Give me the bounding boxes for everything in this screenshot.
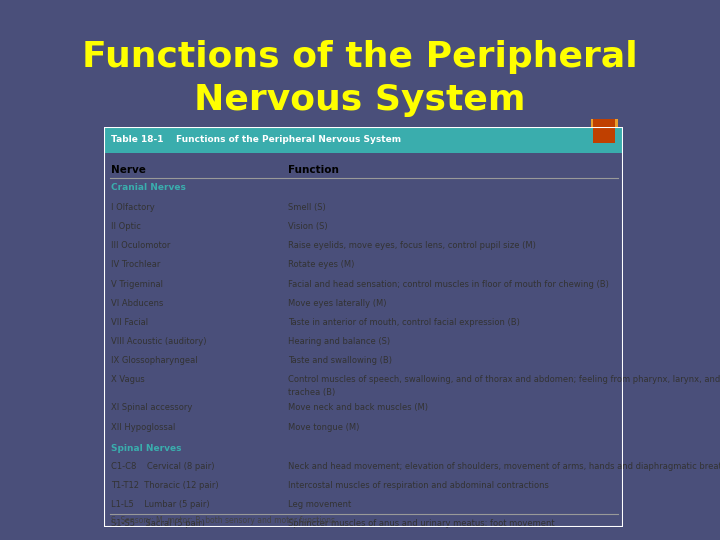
Text: Vision (S): Vision (S) xyxy=(289,222,328,231)
Text: Raise eyelids, move eyes, focus lens, control pupil size (M): Raise eyelids, move eyes, focus lens, co… xyxy=(289,241,536,250)
Text: Nerve: Nerve xyxy=(111,165,145,174)
Text: Nervous System: Nervous System xyxy=(194,83,526,117)
Text: L1-L5    Lumbar (5 pair): L1-L5 Lumbar (5 pair) xyxy=(111,500,210,509)
Text: VII Facial: VII Facial xyxy=(111,318,148,327)
Text: Move eyes laterally (M): Move eyes laterally (M) xyxy=(289,299,387,308)
Text: Move tongue (M): Move tongue (M) xyxy=(289,423,360,431)
Text: Smell (S): Smell (S) xyxy=(289,203,326,212)
FancyBboxPatch shape xyxy=(590,119,618,151)
Text: II Optic: II Optic xyxy=(111,222,140,231)
Text: Facial and head sensation; control muscles in floor of mouth for chewing (B): Facial and head sensation; control muscl… xyxy=(289,280,609,288)
Text: Leg movement: Leg movement xyxy=(289,500,351,509)
Text: S1-S5    Sacral (5 pair): S1-S5 Sacral (5 pair) xyxy=(111,519,204,528)
Text: VIII Acoustic (auditory): VIII Acoustic (auditory) xyxy=(111,337,206,346)
Text: Hearing and balance (S): Hearing and balance (S) xyxy=(289,337,390,346)
Text: Function: Function xyxy=(289,165,339,174)
Text: III Oculomotor: III Oculomotor xyxy=(111,241,170,250)
Text: I Olfactory: I Olfactory xyxy=(111,203,154,212)
Text: Move neck and back muscles (M): Move neck and back muscles (M) xyxy=(289,403,428,413)
Text: Table 18-1    Functions of the Peripheral Nervous System: Table 18-1 Functions of the Peripheral N… xyxy=(111,136,401,144)
Text: Neck and head movement; elevation of shoulders, movement of arms, hands and diap: Neck and head movement; elevation of sho… xyxy=(289,462,720,471)
Text: C1-C8    Cervical (8 pair): C1-C8 Cervical (8 pair) xyxy=(111,462,214,471)
Text: XI Spinal accessory: XI Spinal accessory xyxy=(111,403,192,413)
Text: Intercostal muscles of respiration and abdominal contractions: Intercostal muscles of respiration and a… xyxy=(289,481,549,490)
Text: Cranial Nerves: Cranial Nerves xyxy=(111,183,186,192)
FancyBboxPatch shape xyxy=(104,127,623,153)
FancyBboxPatch shape xyxy=(593,119,615,143)
Text: VI Abducens: VI Abducens xyxy=(111,299,163,308)
Text: Taste in anterior of mouth, control facial expression (B): Taste in anterior of mouth, control faci… xyxy=(289,318,521,327)
Text: Control muscles of speech, swallowing, and of thorax and abdomen; feeling from p: Control muscles of speech, swallowing, a… xyxy=(289,375,720,384)
Text: XII Hypoglossal: XII Hypoglossal xyxy=(111,423,175,431)
Text: T1-T12  Thoracic (12 pair): T1-T12 Thoracic (12 pair) xyxy=(111,481,218,490)
Text: Spinal Nerves: Spinal Nerves xyxy=(111,444,181,453)
Text: Sphincter muscles of anus and urinary meatus; foot movement: Sphincter muscles of anus and urinary me… xyxy=(289,519,555,528)
Text: Functions of the Peripheral: Functions of the Peripheral xyxy=(82,40,638,73)
Text: IX Glossopharyngeal: IX Glossopharyngeal xyxy=(111,356,197,365)
Text: Taste and swallowing (B): Taste and swallowing (B) xyxy=(289,356,392,365)
Text: X Vagus: X Vagus xyxy=(111,375,145,384)
Text: Rotate eyes (M): Rotate eyes (M) xyxy=(289,260,355,269)
Text: V Trigeminal: V Trigeminal xyxy=(111,280,163,288)
Text: trachea (B): trachea (B) xyxy=(289,388,336,397)
Text: IV Trochlear: IV Trochlear xyxy=(111,260,160,269)
Text: S, Sensory; M, motor; B, both sensory and motor functions: S, Sensory; M, motor; B, both sensory an… xyxy=(111,516,335,525)
